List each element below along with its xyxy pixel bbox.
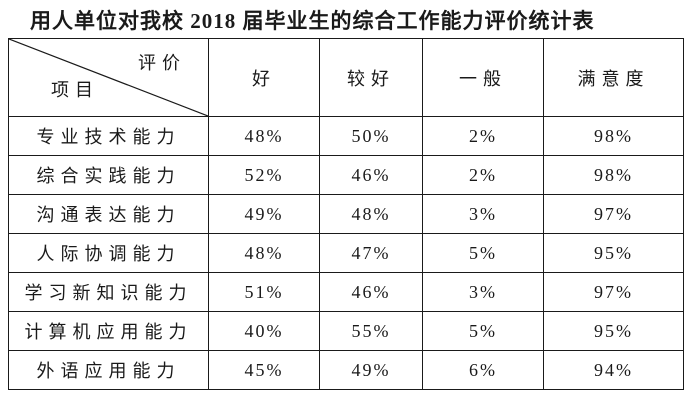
cell-value: 5% [422,311,544,351]
cell-value: 3% [422,194,544,234]
table-row: 外语应用能力 45% 49% 6% 94% [8,350,684,390]
cell-value: 47% [319,233,423,273]
row-label: 计算机应用能力 [8,311,209,351]
cell-value: 97% [543,272,684,312]
column-header-good: 好 [208,38,320,117]
corner-header-cell: 评价 项目 [8,38,209,117]
corner-label-evaluation: 评价 [138,53,186,73]
cell-value: 94% [543,350,684,390]
column-header-average: 一般 [422,38,544,117]
table-row: 综合实践能力 52% 46% 2% 98% [8,155,684,195]
cell-value: 6% [422,350,544,390]
column-header-satisfaction: 满意度 [543,38,684,117]
row-label: 外语应用能力 [8,350,209,390]
table-row: 学习新知识能力 51% 46% 3% 97% [8,272,684,312]
corner-label-item: 项目 [51,80,99,100]
row-label: 沟通表达能力 [8,194,209,234]
cell-value: 40% [208,311,320,351]
row-label: 专业技术能力 [8,116,209,156]
table-row: 沟通表达能力 49% 48% 3% 97% [8,194,684,234]
cell-value: 49% [319,350,423,390]
cell-value: 98% [543,116,684,156]
column-header-fairly-good: 较好 [319,38,423,117]
cell-value: 46% [319,272,423,312]
row-label: 人际协调能力 [8,233,209,273]
cell-value: 46% [319,155,423,195]
table-header-row: 评价 项目 好 较好 一般 满意度 [8,38,684,117]
cell-value: 55% [319,311,423,351]
cell-value: 52% [208,155,320,195]
cell-value: 49% [208,194,320,234]
table-row: 专业技术能力 48% 50% 2% 98% [8,116,684,156]
cell-value: 2% [422,116,544,156]
cell-value: 50% [319,116,423,156]
table-row: 计算机应用能力 40% 55% 5% 95% [8,311,684,351]
row-label: 综合实践能力 [8,155,209,195]
cell-value: 5% [422,233,544,273]
diagonal-divider-line [9,39,208,116]
cell-value: 48% [208,116,320,156]
cell-value: 48% [319,194,423,234]
cell-value: 2% [422,155,544,195]
cell-value: 95% [543,311,684,351]
row-label: 学习新知识能力 [8,272,209,312]
table-row: 人际协调能力 48% 47% 5% 95% [8,233,684,273]
evaluation-table: 评价 项目 好 较好 一般 满意度 专业技术能力 48% 50% 2% 98% … [8,38,684,390]
cell-value: 97% [543,194,684,234]
cell-value: 3% [422,272,544,312]
cell-value: 45% [208,350,320,390]
cell-value: 98% [543,155,684,195]
page-title: 用人单位对我校 2018 届毕业生的综合工作能力评价统计表 [30,9,595,33]
cell-value: 51% [208,272,320,312]
cell-value: 95% [543,233,684,273]
cell-value: 48% [208,233,320,273]
